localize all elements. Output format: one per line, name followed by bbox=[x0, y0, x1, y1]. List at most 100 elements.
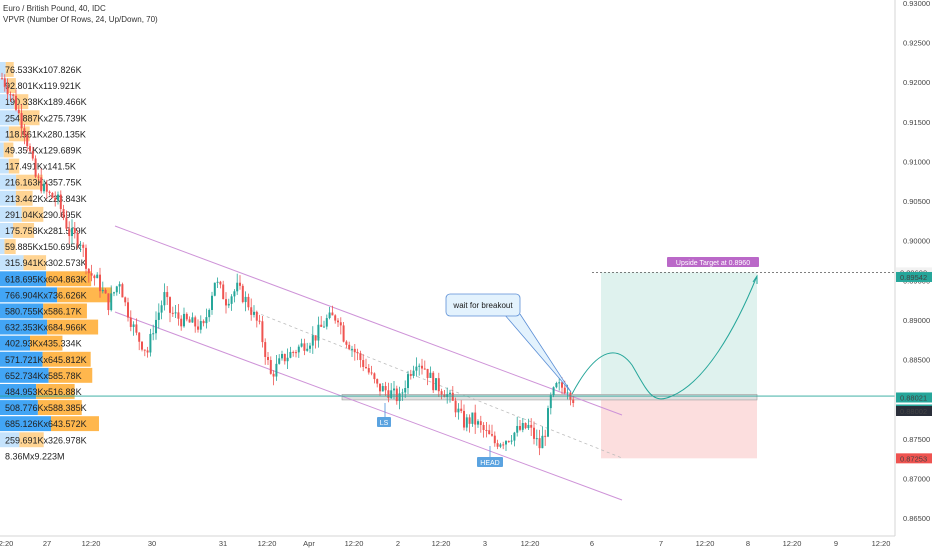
candle bbox=[141, 341, 143, 352]
vp-down-bar bbox=[46, 271, 92, 287]
candle bbox=[311, 326, 314, 354]
candle-body bbox=[48, 191, 51, 193]
candle-body bbox=[409, 374, 412, 376]
volume-profile-row: 685.126Kx643.572K bbox=[0, 416, 99, 432]
vp-down-bar bbox=[30, 335, 63, 351]
candle bbox=[479, 415, 482, 433]
candle bbox=[314, 335, 317, 349]
candle-body bbox=[261, 321, 264, 343]
candle bbox=[342, 322, 345, 343]
candle bbox=[541, 426, 544, 449]
candle-body bbox=[59, 194, 62, 210]
volume-profile-row: 508.776Kx588.385K bbox=[0, 400, 87, 415]
head-label: HEAD bbox=[477, 446, 503, 467]
candle-body bbox=[79, 244, 82, 246]
candle bbox=[334, 314, 337, 324]
candle bbox=[250, 298, 253, 321]
candle-body bbox=[437, 378, 440, 392]
vp-up-bar bbox=[0, 174, 17, 190]
candle bbox=[325, 314, 328, 330]
candle bbox=[76, 230, 79, 249]
candle-body bbox=[15, 95, 17, 110]
candle-body bbox=[194, 317, 197, 327]
indicator-title[interactable]: VPVR (Number Of Rows, 24, Up/Down, 70) bbox=[3, 15, 158, 24]
candle-body bbox=[334, 315, 337, 321]
candle bbox=[499, 442, 502, 449]
candle-body bbox=[12, 94, 15, 96]
candle bbox=[149, 328, 152, 357]
symbol-title[interactable]: Euro / British Pound, 40, IDC bbox=[3, 4, 106, 13]
candle-body bbox=[68, 228, 71, 237]
candle-body bbox=[227, 303, 230, 306]
price-tick-label: 0.91500 bbox=[903, 118, 930, 127]
candle-body bbox=[85, 247, 87, 269]
candle bbox=[79, 241, 82, 253]
candle-body bbox=[236, 282, 239, 292]
candle-body bbox=[370, 372, 373, 374]
candle-body bbox=[3, 78, 6, 87]
candle bbox=[552, 386, 555, 398]
candle bbox=[370, 365, 373, 376]
candle bbox=[132, 321, 135, 336]
candle bbox=[407, 370, 409, 395]
candle-body bbox=[127, 302, 129, 318]
candle-body bbox=[451, 392, 454, 401]
candle bbox=[390, 383, 393, 399]
candle bbox=[138, 331, 141, 351]
candle bbox=[524, 422, 527, 430]
candle-body bbox=[1, 78, 3, 80]
candle bbox=[211, 291, 213, 315]
candle-body bbox=[160, 305, 163, 313]
chart-legend: Euro / British Pound, 40, IDC VPVR (Numb… bbox=[3, 3, 158, 25]
candle bbox=[34, 155, 37, 179]
candle bbox=[527, 418, 530, 430]
candle bbox=[412, 365, 415, 379]
candle-body bbox=[51, 192, 54, 198]
candle bbox=[146, 346, 149, 358]
candle bbox=[213, 282, 216, 297]
candle-body bbox=[440, 391, 443, 395]
candle-body bbox=[572, 399, 575, 403]
candle-body bbox=[239, 282, 241, 286]
projection-path bbox=[571, 275, 758, 400]
candle-body bbox=[65, 217, 68, 229]
candle-body bbox=[292, 351, 295, 353]
candle-body bbox=[309, 345, 311, 349]
candle bbox=[135, 318, 138, 336]
candle bbox=[48, 190, 51, 196]
candle-body bbox=[395, 388, 398, 402]
vp-up-bar bbox=[0, 335, 31, 351]
candle-body bbox=[169, 297, 171, 313]
candle-body bbox=[208, 309, 211, 318]
vp-up-bar bbox=[0, 367, 49, 383]
candle-body bbox=[267, 356, 269, 361]
candle bbox=[510, 434, 513, 445]
volume-profile-row: 117.491Kx141.5K bbox=[0, 158, 76, 174]
candle bbox=[62, 204, 65, 221]
candle bbox=[426, 368, 429, 386]
volume-profile-row: 118.561Kx280.135K bbox=[0, 126, 86, 142]
candle-body bbox=[507, 441, 510, 443]
candle bbox=[169, 296, 171, 323]
ls-label: LS bbox=[377, 403, 391, 427]
candle-body bbox=[121, 284, 124, 298]
candle bbox=[180, 315, 183, 331]
candle-body bbox=[138, 332, 141, 342]
candle-body bbox=[510, 440, 513, 442]
candle bbox=[353, 343, 356, 361]
long-position-tool bbox=[341, 272, 758, 459]
candle bbox=[247, 293, 250, 311]
candle bbox=[194, 315, 197, 333]
candle-body bbox=[314, 335, 317, 341]
vp-down-bar bbox=[43, 303, 87, 319]
candle bbox=[236, 273, 239, 295]
candle bbox=[261, 315, 264, 348]
candle bbox=[454, 397, 457, 418]
candle-body bbox=[141, 341, 143, 350]
candle bbox=[230, 294, 233, 311]
candle-body bbox=[199, 321, 202, 330]
candle bbox=[538, 429, 541, 456]
candle-body bbox=[225, 299, 227, 306]
volume-profile-row: 291.04Kx290.695K bbox=[0, 206, 82, 222]
